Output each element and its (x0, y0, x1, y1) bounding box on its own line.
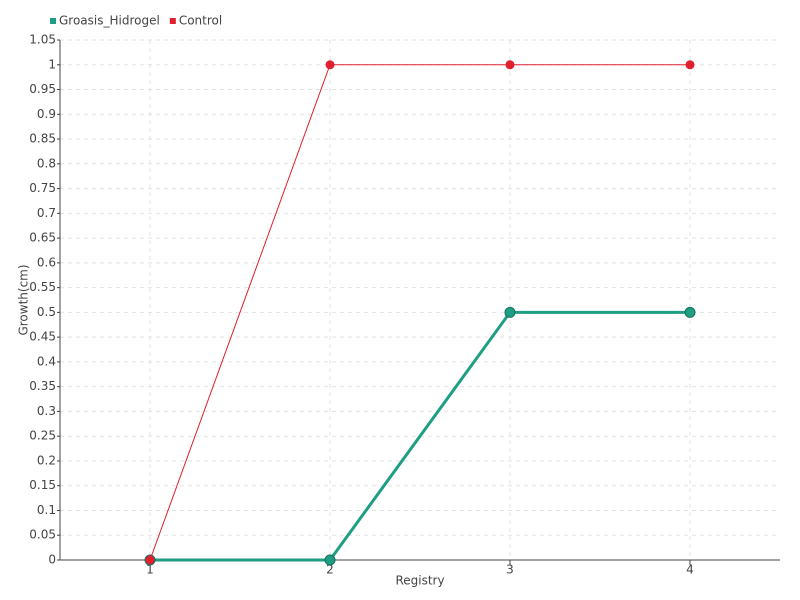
y-tick-label: 0.55 (29, 280, 56, 294)
x-axis-label: Registry (395, 574, 444, 588)
legend-swatch (50, 18, 56, 24)
y-tick-label: 1 (48, 57, 56, 71)
x-tick-label: 1 (146, 563, 154, 577)
y-tick-label: 0.35 (29, 379, 56, 393)
y-tick-label: 1.05 (29, 33, 56, 47)
y-tick-label: 0.5 (37, 305, 56, 319)
data-point (504, 306, 516, 318)
series-line (149, 64, 690, 561)
y-tick-label: 0.8 (37, 156, 56, 170)
data-point (505, 60, 515, 70)
y-tick-label: 0.7 (37, 206, 56, 220)
y-tick-label: 0.65 (29, 231, 56, 245)
legend-label: Control (179, 14, 222, 28)
data-point (685, 60, 695, 70)
y-tick-label: 0.2 (37, 453, 56, 467)
y-tick-label: 0.15 (29, 478, 56, 492)
y-tick-label: 0.85 (29, 132, 56, 146)
y-tick-label: 0.6 (37, 255, 56, 269)
y-tick-label: 0 (48, 553, 56, 567)
y-tick-label: 0.45 (29, 330, 56, 344)
y-tick-label: 0.3 (37, 404, 56, 418)
data-point (325, 60, 335, 70)
data-point (145, 555, 155, 565)
x-tick-label: 2 (326, 563, 334, 577)
y-tick-label: 0.4 (37, 354, 56, 368)
x-tick-label: 3 (506, 563, 514, 577)
y-tick-label: 0.1 (37, 503, 56, 517)
y-tick-label: 0.95 (29, 82, 56, 96)
series-line (150, 310, 690, 562)
data-point (684, 306, 696, 318)
legend-swatch (169, 18, 176, 24)
y-tick-label: 0.25 (29, 429, 56, 443)
y-tick-label: 0.05 (29, 528, 56, 542)
data-point (324, 554, 336, 566)
legend-label: Groasis_Hidrogel (59, 14, 160, 28)
x-tick-label: 4 (686, 563, 694, 577)
y-axis-label: Growth(cm) (17, 264, 31, 335)
y-tick-label: 0.9 (37, 107, 56, 121)
y-tick-label: 0.75 (29, 181, 56, 195)
